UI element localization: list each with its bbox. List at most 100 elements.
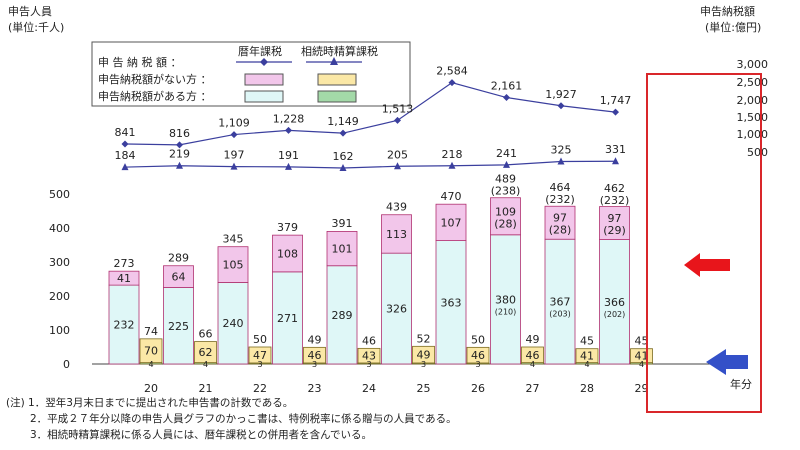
right-axis-title: 申告納税額 (700, 4, 755, 18)
bar-reki-without (163, 265, 194, 288)
label-seisan-without: 46 (308, 349, 322, 362)
bar-reki-without (326, 230, 358, 267)
tax-lines: 841 816 1,109 1,228 1,149 1,513 2,584 2,161 1,92… (115, 65, 631, 171)
label-seisan-with: 4 (203, 360, 208, 369)
x-axis-label: 年分 (730, 377, 752, 391)
label-seisan-total: 49 (308, 333, 322, 346)
legend-header-seisan: 相続時精算課税 (301, 44, 378, 58)
label-reki-without: 107 (441, 216, 462, 229)
seisan-tax-marker (176, 161, 183, 169)
reki-tax-label: 1,149 (327, 115, 359, 128)
label-reki-with: 326 (386, 303, 407, 316)
label-reki-without: 101 (332, 243, 353, 256)
reki-tax-marker (394, 116, 401, 124)
left-tick-label: 500 (49, 188, 70, 201)
bar-reki-with (381, 252, 412, 365)
seisan-tax-marker (285, 162, 292, 170)
x-tick-label: 28 (580, 382, 594, 395)
label-reki-with-sub: (202) (604, 310, 626, 319)
bar-seisan-without (357, 347, 381, 364)
label-seisan-total: 52 (417, 332, 431, 345)
reki-tax-marker (285, 126, 292, 134)
label-seisan-total: 49 (526, 333, 540, 346)
reki-tax-label: 816 (169, 127, 190, 140)
label-seisan-total: 46 (362, 334, 376, 347)
label-seisan-without: 70 (144, 345, 158, 358)
x-tick-label: 22 (253, 382, 267, 395)
x-tick-label: 23 (308, 382, 322, 395)
label-reki-total: 489 (495, 173, 516, 186)
right-tick-label: 2,500 (737, 76, 769, 89)
seisan-tax-line (124, 160, 616, 169)
legend-marker-reki (260, 58, 268, 66)
bar-reki-without (217, 246, 249, 283)
label-reki-total: 273 (114, 257, 135, 270)
label-reki-without: 97 (553, 212, 567, 225)
seisan-tax-label: 219 (169, 148, 190, 161)
label-reki-with-sub: (203) (549, 310, 571, 319)
reki-tax-label: 2,161 (491, 80, 523, 93)
x-tick-label: 20 (144, 382, 158, 395)
label-reki-total: 464 (550, 181, 571, 194)
reki-tax-marker (121, 140, 129, 148)
bar-seisan-without (194, 341, 217, 364)
bar-reki-without (544, 205, 576, 240)
label-seisan-without: 46 (526, 349, 540, 362)
label-reki-with: 240 (223, 317, 244, 330)
bar-reki-with (272, 271, 303, 365)
label-reki-total: 470 (441, 190, 462, 203)
reki-tax-label: 2,584 (436, 65, 468, 78)
bar-reki-with (599, 239, 630, 365)
label-reki-total: 439 (386, 201, 407, 214)
bar-reki-with (217, 281, 249, 365)
label-reki-total-sub: (232) (600, 194, 630, 207)
label-reki-with: 366 (604, 296, 625, 309)
seisan-tax-label: 331 (605, 143, 626, 156)
reki-tax-marker (503, 94, 510, 102)
label-seisan-without: 43 (362, 350, 376, 363)
right-tick-label: 1,500 (737, 111, 769, 124)
bar-reki-with (108, 284, 140, 365)
note-2: 2．平成２７年分以降の申告人員グラフのかっこ書は、特例税率に係る贈与の人員である… (30, 413, 457, 425)
reki-tax-line (124, 81, 616, 146)
blue-arrow-icon (706, 349, 748, 375)
label-seisan-total: 45 (635, 335, 649, 348)
label-reki-without-sub: (28) (494, 217, 517, 230)
label-reki-without: 64 (172, 271, 186, 284)
label-reki-with-sub: (210) (495, 307, 517, 316)
left-tick-label: 200 (49, 290, 70, 303)
seisan-tax-label: 325 (551, 143, 572, 156)
label-seisan-without: 49 (417, 349, 431, 362)
bar-reki-with (326, 265, 358, 365)
bar-seisan-without (248, 346, 272, 364)
red-arrow-icon (684, 253, 730, 277)
label-reki-without: 41 (117, 272, 131, 285)
label-seisan-with: 4 (148, 360, 153, 369)
bar-reki-without (435, 203, 467, 241)
label-seisan-total: 74 (144, 325, 158, 338)
seisan-tax-label: 241 (496, 147, 517, 160)
seisan-tax-marker (394, 162, 401, 170)
bar-seisan-without (139, 338, 163, 364)
bar-reki-without (108, 270, 140, 286)
seisan-tax-label: 218 (442, 148, 463, 161)
label-seisan-without: 41 (635, 350, 649, 363)
label-seisan-total: 45 (580, 335, 594, 348)
seisan-tax-marker (121, 163, 129, 171)
reki-tax-label: 1,228 (273, 112, 305, 125)
bar-reki-without (381, 214, 412, 254)
label-reki-without: 108 (277, 248, 298, 261)
label-reki-without: 113 (386, 228, 407, 241)
seisan-tax-marker (339, 164, 347, 171)
reki-tax-marker (612, 108, 619, 116)
highlight-overlay (646, 73, 762, 413)
label-seisan-with: 4 (639, 360, 644, 369)
label-seisan-with: 3 (421, 360, 426, 369)
legend-swatch-reki-with (244, 90, 284, 103)
x-tick-label: 24 (362, 382, 376, 395)
label-seisan-without: 41 (580, 350, 594, 363)
label-seisan-without: 46 (471, 349, 485, 362)
